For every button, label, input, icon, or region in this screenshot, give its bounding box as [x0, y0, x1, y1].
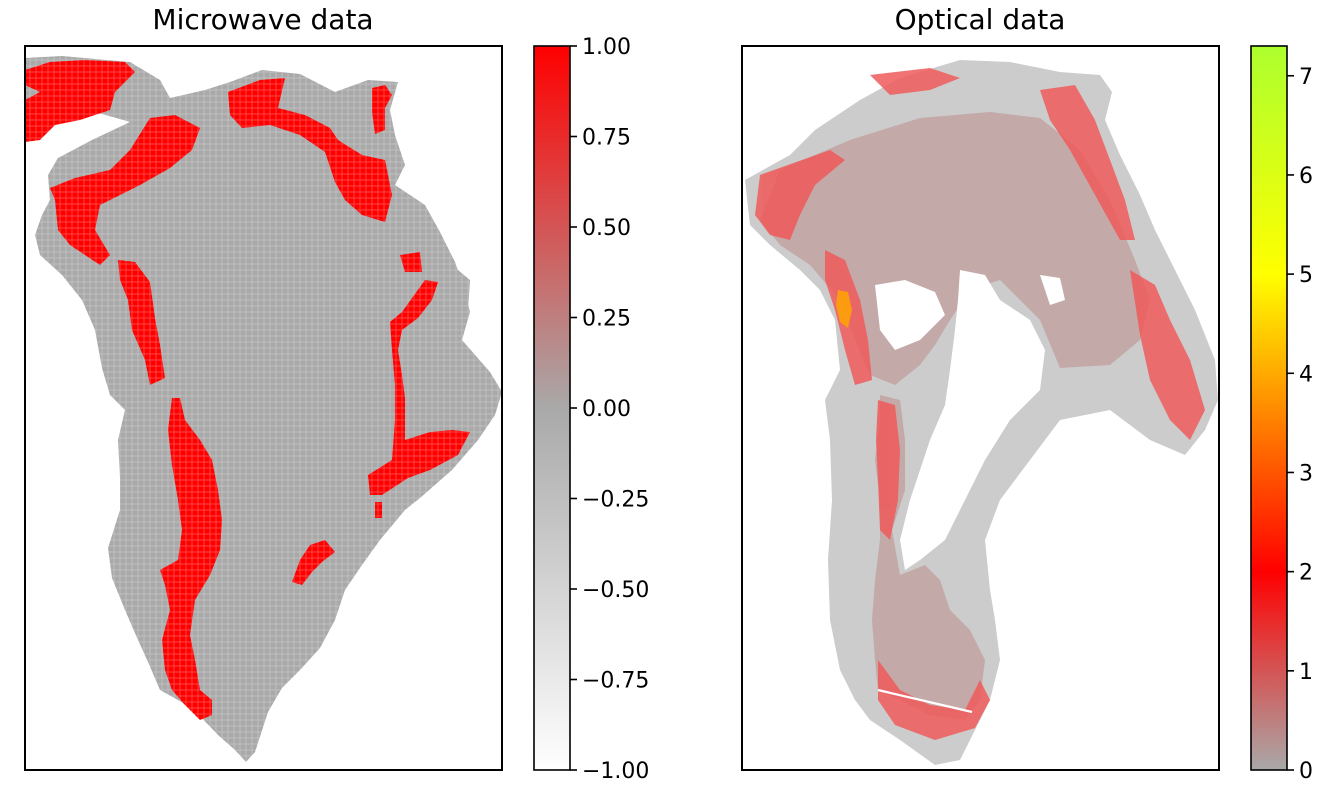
- optical-map: [745, 60, 1218, 765]
- optical-interior-gap: [900, 270, 1045, 570]
- melt-region: [878, 660, 990, 740]
- optical-interior-gap: [875, 280, 945, 350]
- microwave-colorbar: [533, 45, 571, 771]
- colorbar-tick-label: 2: [1299, 561, 1313, 586]
- colorbar-tick-label: −0.50: [582, 578, 649, 603]
- colorbar-tick-label: −0.75: [582, 669, 649, 694]
- melt-region: [755, 150, 845, 240]
- colorbar-tick-label: 5: [1299, 263, 1313, 288]
- colorbar-tick-label: −1.00: [582, 759, 649, 784]
- optical-interior-gap: [1040, 275, 1065, 305]
- colorbar-tick-label: 4: [1299, 362, 1313, 387]
- optical-colorbar: [1250, 45, 1288, 771]
- colorbar-tick-label: 1: [1299, 660, 1313, 685]
- optical-colorbar-ticks: 0 1 2 3 4 5 6 7: [1287, 65, 1313, 784]
- colorbar-tick-label: 1.00: [582, 35, 631, 60]
- microwave-colorbar-ticks: 1.00 0.75 0.50 0.25 0.00 −0.25 −0.50 −0.75 −1.00: [570, 35, 649, 784]
- melt-region: [1040, 85, 1135, 240]
- colorbar-tick-label: 0.50: [582, 216, 631, 241]
- melt-region: [870, 68, 960, 95]
- colorbar-tick-label: 0.25: [582, 307, 631, 332]
- colorbar-tick-label: 0.00: [582, 397, 631, 422]
- optical-title: Optical data: [895, 3, 1066, 36]
- melt-region: [1130, 270, 1205, 440]
- melt-region: [876, 400, 900, 540]
- microwave-title: Microwave data: [152, 3, 373, 36]
- optical-peak-melt: [836, 290, 852, 328]
- microwave-map: [25, 46, 502, 770]
- microwave-axes-frame: [24, 45, 503, 771]
- colorbar-tick-label: 3: [1299, 461, 1313, 486]
- colorbar-tick-label: 0: [1299, 759, 1313, 784]
- optical-ice-sheet-south: [872, 395, 985, 720]
- optical-axes-frame: [741, 45, 1220, 771]
- microwave-pixel-grid: [25, 46, 502, 770]
- colorbar-tick-label: 6: [1299, 164, 1313, 189]
- colorbar-tick-label: 7: [1299, 65, 1313, 90]
- optical-swath-line: [877, 688, 973, 714]
- colorbar-tick-label: 0.75: [582, 126, 631, 151]
- colorbar-tick-label: −0.25: [582, 488, 649, 513]
- optical-melt-margins: [755, 68, 1205, 740]
